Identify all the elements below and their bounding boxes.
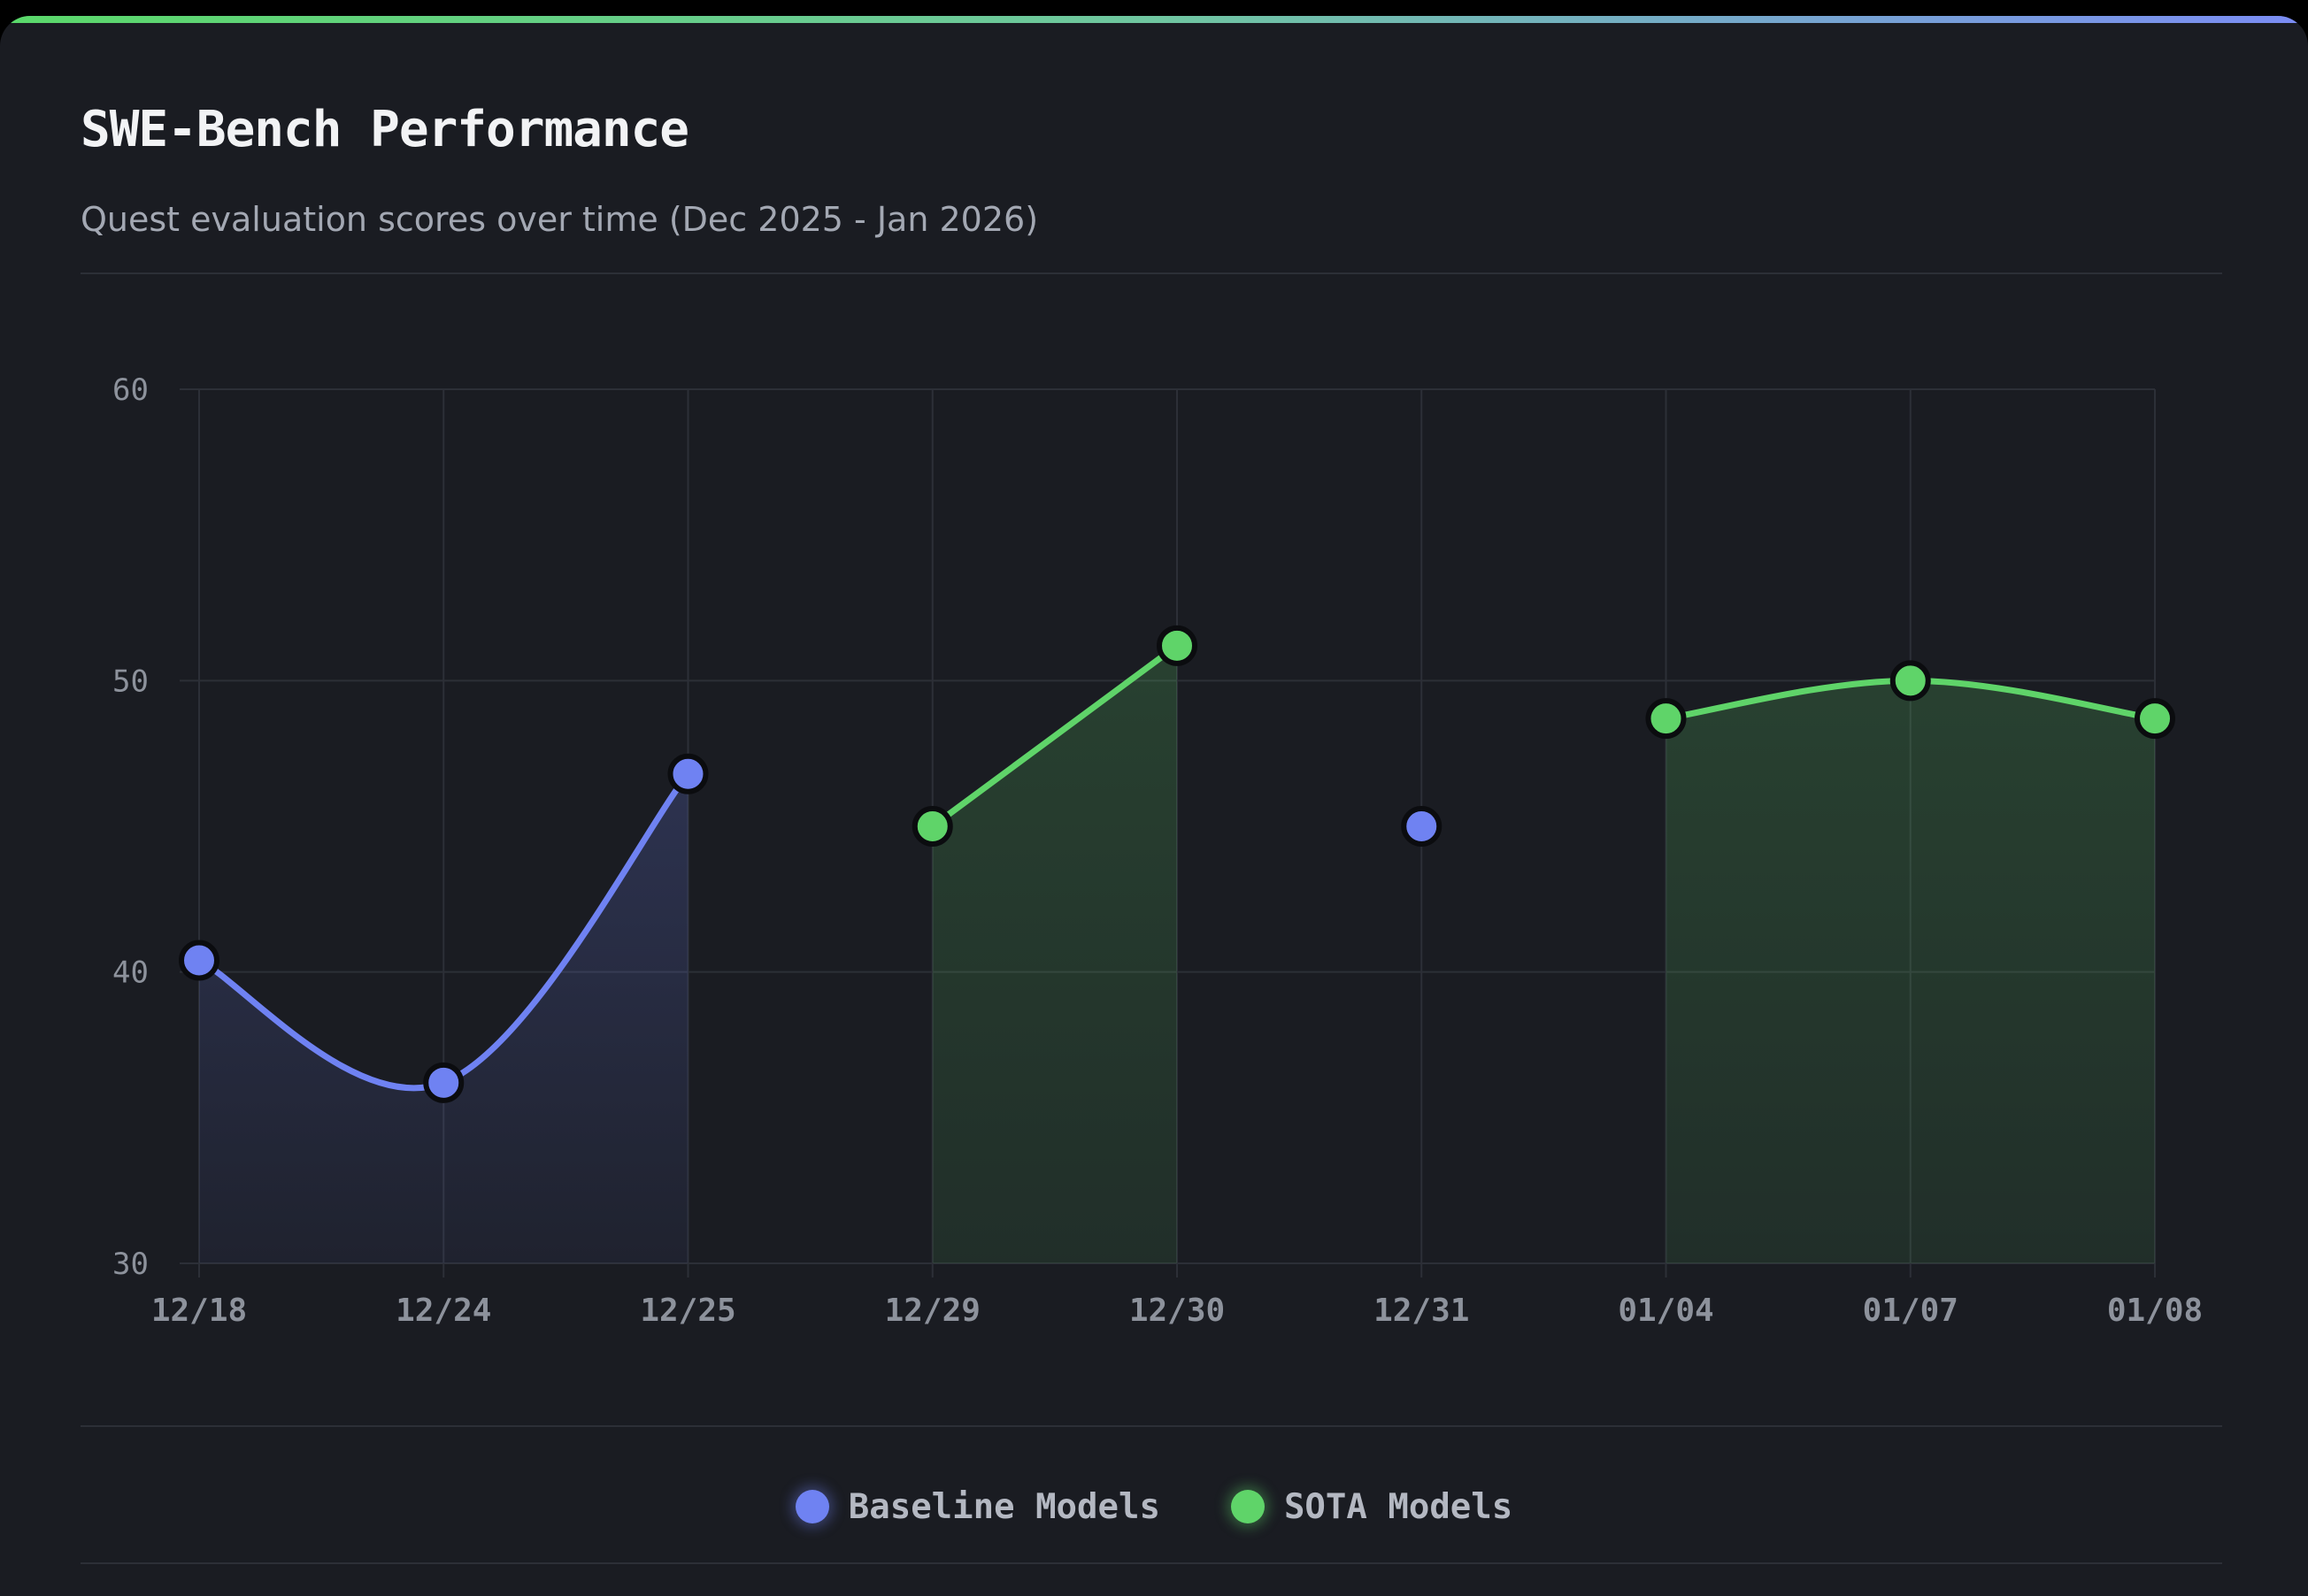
- header-divider: [81, 272, 2222, 274]
- legend-bottom-divider: [81, 1562, 2222, 1564]
- baseline-data-point: [423, 1062, 465, 1103]
- x-tick-label: 12/30: [1129, 1293, 1225, 1329]
- legend-item-sota[interactable]: SOTA Models: [1230, 1486, 1513, 1527]
- legend-item-baseline[interactable]: Baseline Models: [795, 1486, 1160, 1527]
- legend-label-baseline: Baseline Models: [848, 1486, 1160, 1527]
- sota-data-point: [2135, 698, 2175, 740]
- sota-area: [1666, 680, 2155, 1263]
- y-tick-label: 30: [112, 1247, 149, 1282]
- sota-data-point: [1645, 698, 1687, 740]
- accent-bar: [0, 16, 2308, 23]
- x-tick-label: 01/08: [2107, 1293, 2203, 1329]
- sota-area: [932, 645, 1177, 1263]
- y-tick-label: 60: [112, 372, 149, 408]
- chart-card: SWE-Bench Performance Quest evaluation s…: [0, 16, 2308, 1596]
- legend-label-sota: SOTA Models: [1283, 1486, 1513, 1527]
- legend-top-divider: [81, 1425, 2222, 1427]
- sota-legend-dot-icon: [1230, 1490, 1265, 1523]
- chart-title: SWE-Bench Performance: [81, 101, 689, 158]
- sota-data-point: [912, 806, 953, 847]
- sota-data-point: [1889, 660, 1931, 702]
- legend: Baseline Models SOTA Models: [0, 1462, 2308, 1551]
- line-chart: 30 40 50 60 12/18 12/24 12/25 12/29 12/30 12/31 01…: [112, 372, 2203, 1329]
- baseline-data-point: [1401, 806, 1442, 847]
- x-tick-label: 01/04: [1618, 1293, 1713, 1329]
- x-tick-label: 12/25: [640, 1293, 735, 1329]
- x-tick-label: 12/29: [885, 1293, 981, 1329]
- baseline-data-point: [667, 753, 709, 794]
- sota-line: [929, 642, 1181, 830]
- x-tick-label: 12/24: [396, 1293, 491, 1329]
- x-tick-label: 01/07: [1863, 1293, 1958, 1329]
- x-tick-label: 12/18: [151, 1293, 247, 1329]
- y-tick-label: 50: [112, 664, 149, 699]
- sota-data-point: [1157, 625, 1197, 666]
- chart-subtitle: Quest evaluation scores over time (Dec 2…: [81, 200, 1039, 239]
- baseline-area: [199, 773, 689, 1263]
- baseline-legend-dot-icon: [795, 1490, 829, 1523]
- baseline-data-point: [179, 940, 219, 981]
- y-tick-label: 40: [112, 955, 149, 991]
- x-tick-label: 12/31: [1373, 1293, 1469, 1329]
